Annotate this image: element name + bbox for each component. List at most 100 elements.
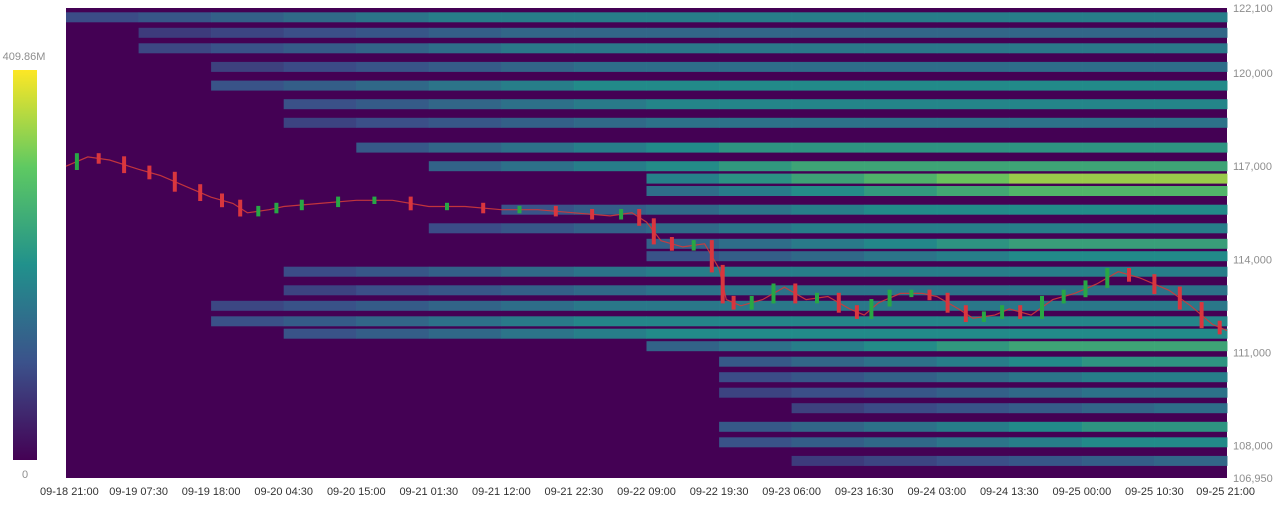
liquidity-band-cell xyxy=(1154,437,1228,448)
liquidity-band-cell xyxy=(428,80,502,91)
liquidity-band-cell xyxy=(1154,204,1228,215)
liquidity-band-cell xyxy=(936,328,1010,339)
liquidity-band-cell xyxy=(501,285,575,296)
liquidity-band-cell xyxy=(1009,223,1083,234)
liquidity-band-cell xyxy=(138,12,212,23)
liquidity-band-cell xyxy=(1154,186,1228,196)
liquidity-band-cell xyxy=(936,223,1010,234)
liquidity-band-cell xyxy=(573,142,647,153)
price-candle xyxy=(909,289,914,298)
liquidity-band-cell xyxy=(573,300,647,311)
liquidity-band-cell xyxy=(646,142,720,153)
price-candle xyxy=(481,202,486,214)
liquidity-band-cell xyxy=(936,437,1010,448)
colorbar: 409.86M 0 xyxy=(3,51,46,481)
x-tick-label: 09-18 21:00 xyxy=(40,486,99,498)
plot-area xyxy=(65,8,1228,478)
price-candle xyxy=(1018,305,1023,319)
liquidity-band-cell xyxy=(864,421,938,432)
liquidity-band-cell xyxy=(356,328,430,339)
liquidity-band-cell xyxy=(1081,356,1155,367)
liquidity-band-cell xyxy=(791,12,865,23)
liquidity-band-cell xyxy=(646,285,720,296)
liquidity-band-cell xyxy=(1154,455,1228,466)
x-tick-label: 09-24 13:30 xyxy=(980,486,1039,498)
liquidity-band-cell xyxy=(1081,300,1155,311)
price-candle xyxy=(1000,305,1005,319)
liquidity-band-cell xyxy=(791,27,865,38)
liquidity-band-cell xyxy=(791,238,865,249)
liquidity-band-cell xyxy=(428,117,502,128)
liquidity-band-cell xyxy=(864,341,938,352)
liquidity-band-cell xyxy=(864,27,938,38)
liquidity-band-cell xyxy=(1081,328,1155,339)
price-candle xyxy=(96,153,101,164)
liquidity-band-cell xyxy=(1154,173,1228,184)
x-tick-label: 09-24 03:00 xyxy=(907,486,966,498)
liquidity-band-cell xyxy=(1154,251,1228,262)
liquidity-band-cell xyxy=(936,80,1010,91)
y-tick-label: 111,000 xyxy=(1233,347,1271,359)
price-candle xyxy=(74,153,79,170)
liquidity-band-cell xyxy=(936,372,1010,383)
price-candle xyxy=(274,202,279,214)
liquidity-band-cell xyxy=(1081,117,1155,128)
liquidity-band-cell xyxy=(936,99,1010,110)
liquidity-band-cell xyxy=(1154,403,1228,414)
liquidity-band-cell xyxy=(936,61,1010,72)
price-candle xyxy=(198,184,203,201)
liquidity-band-cell xyxy=(719,421,793,432)
price-candle xyxy=(927,289,932,301)
liquidity-band-cell xyxy=(791,316,865,327)
liquidity-band-cell xyxy=(646,12,720,23)
liquidity-band-cell xyxy=(1009,356,1083,367)
liquidity-band-cell xyxy=(573,12,647,23)
liquidity-band-cell xyxy=(1081,421,1155,432)
liquidity-band-cell xyxy=(864,356,938,367)
liquidity-band-cell xyxy=(936,403,1010,414)
liquidity-band-cell xyxy=(864,251,938,262)
liquidity-band-cell xyxy=(211,80,285,91)
liquidity-band-cell xyxy=(719,161,793,172)
liquidity-band-cell xyxy=(501,80,575,91)
liquidity-band-cell xyxy=(864,43,938,54)
x-tick-label: 09-19 18:00 xyxy=(182,486,241,498)
liquidity-band-cell xyxy=(283,117,357,128)
price-candle xyxy=(122,156,127,174)
liquidity-band-cell xyxy=(936,43,1010,54)
liquidity-band-cell xyxy=(1081,12,1155,23)
liquidity-band-cell xyxy=(1081,238,1155,249)
liquidity-band-cell xyxy=(719,316,793,327)
liquidity-band-cell xyxy=(1009,387,1083,398)
x-tick-label: 09-23 06:00 xyxy=(762,486,821,498)
liquidity-band-cell xyxy=(646,173,720,184)
x-tick-label: 09-20 04:30 xyxy=(254,486,313,498)
liquidity-band-cell xyxy=(501,223,575,234)
liquidity-band-cell xyxy=(501,328,575,339)
liquidity-band-cell xyxy=(1154,316,1228,327)
liquidity-band-cell xyxy=(501,43,575,54)
liquidity-band-cell xyxy=(646,99,720,110)
liquidity-band-cell xyxy=(646,223,720,234)
liquidity-band-cell xyxy=(573,266,647,277)
liquidity-band-cell xyxy=(791,99,865,110)
liquidity-band-cell xyxy=(573,61,647,72)
y-tick-label: 120,000 xyxy=(1233,68,1273,80)
liquidity-band-cell xyxy=(864,117,938,128)
liquidity-band-cell xyxy=(1009,27,1083,38)
liquidity-band-cell xyxy=(719,12,793,23)
liquidity-band-cell xyxy=(936,455,1010,466)
liquidity-band-cell xyxy=(719,437,793,448)
price-candle xyxy=(619,209,624,220)
liquidity-band-cell xyxy=(864,403,938,414)
x-tick-label: 09-25 21:00 xyxy=(1196,486,1255,498)
y-tick-label: 114,000 xyxy=(1233,254,1272,266)
liquidity-band-cell xyxy=(864,80,938,91)
liquidity-band-cell xyxy=(1154,27,1228,38)
liquidity-band-cell xyxy=(283,43,357,54)
liquidity-band-cell xyxy=(1154,341,1228,352)
price-candle xyxy=(1199,302,1204,329)
x-tick-label: 09-21 22:30 xyxy=(545,486,604,498)
liquidity-band-cell xyxy=(356,12,430,23)
